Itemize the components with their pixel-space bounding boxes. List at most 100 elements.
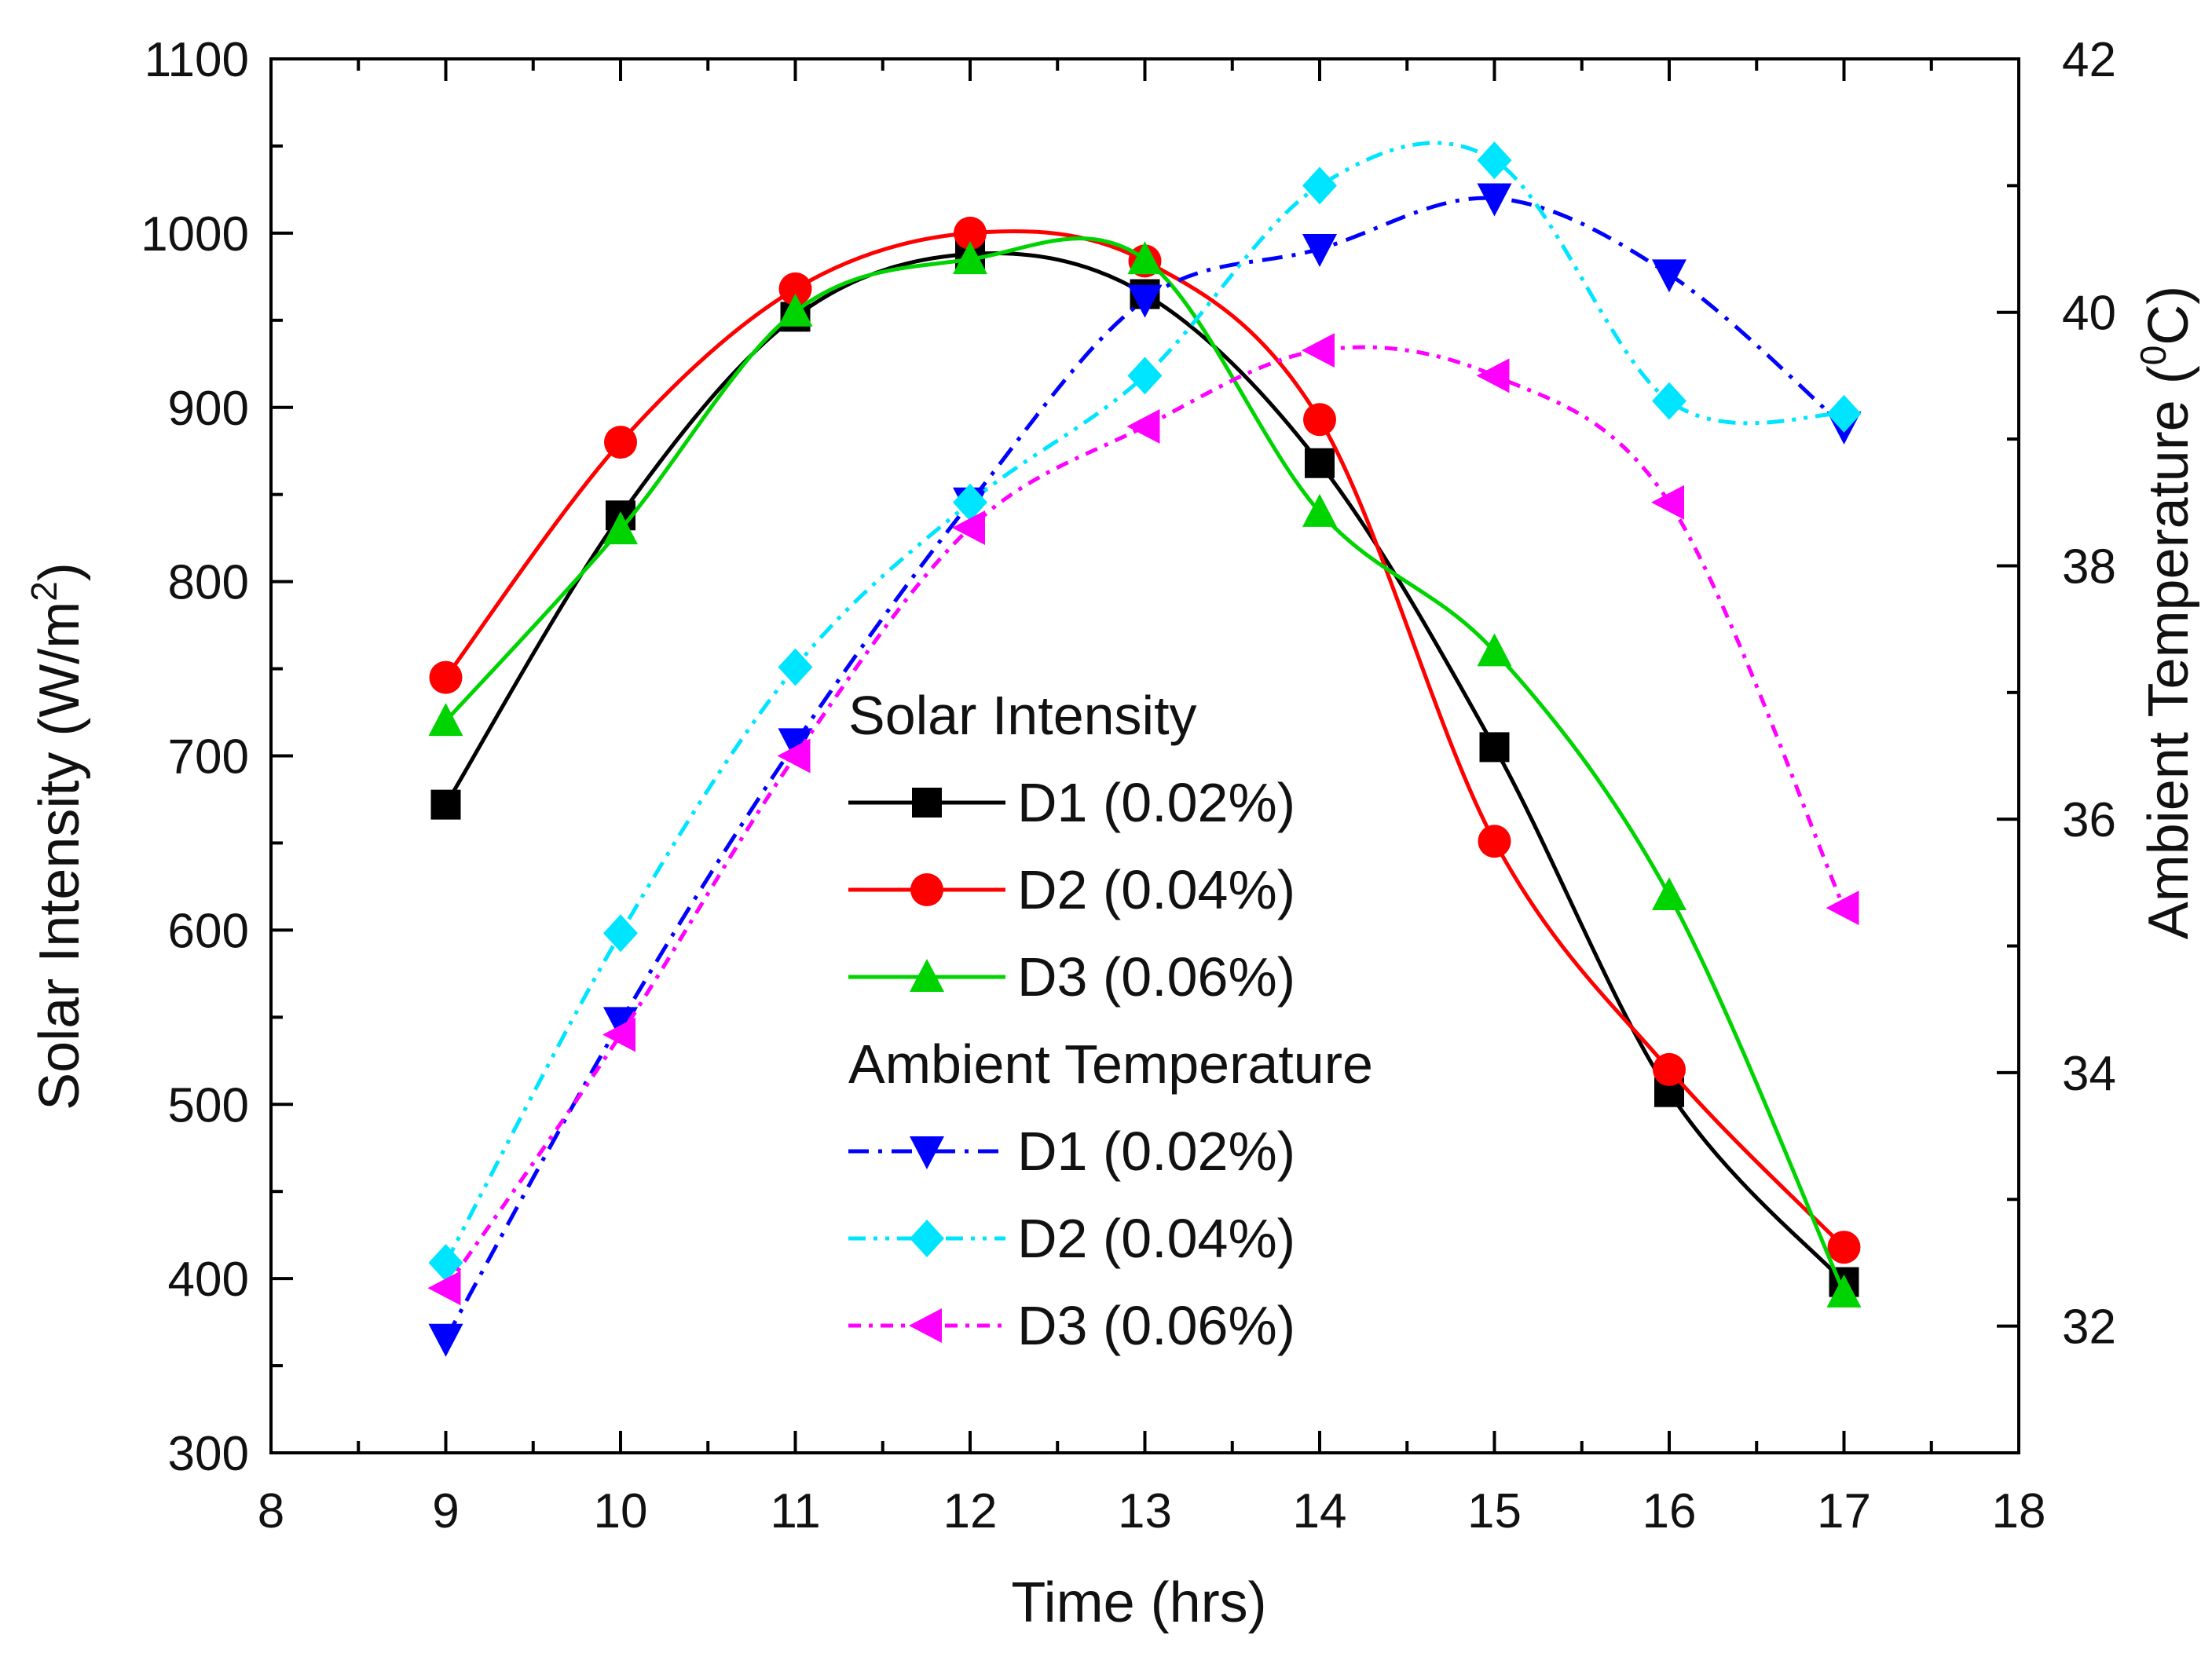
series-at-d2	[428, 141, 1862, 1282]
legend-entry-at-d1: D1 (0.02%)	[848, 1121, 1295, 1182]
y-axis-title-end: )	[28, 562, 91, 581]
data-point-at-d3-10	[602, 1017, 635, 1052]
data-point-si-d3-11	[778, 293, 813, 327]
data-point-at-d2-16	[1652, 382, 1686, 420]
data-point-si-d3-17	[1826, 1274, 1862, 1308]
data-point-si-d1-14	[1305, 448, 1335, 478]
data-point-at-d3-16	[1651, 485, 1684, 520]
data-point-si-d3-9	[428, 703, 463, 737]
legend-title-solar: Solar Intensity	[848, 685, 1197, 746]
y-tick-label: 900	[168, 382, 249, 436]
legend-marker-si-d3	[910, 959, 944, 992]
data-point-si-d3-15	[1477, 633, 1512, 667]
data-point-si-d2-17	[1827, 1231, 1861, 1264]
x-tick-label: 13	[1118, 1484, 1172, 1538]
legend-marker-at-d1	[910, 1136, 944, 1169]
x-tick-label: 16	[1643, 1484, 1697, 1538]
y-tick-label: 700	[168, 730, 249, 785]
data-point-si-d3-12	[953, 241, 987, 275]
legend-label-at-d1: D1 (0.02%)	[1017, 1121, 1295, 1182]
data-point-at-d2-9	[428, 1243, 463, 1282]
data-point-at-d3-12	[952, 510, 985, 546]
legend-label-si-d3: D3 (0.06%)	[1017, 946, 1295, 1008]
x-tick-label: 12	[943, 1484, 998, 1538]
data-point-si-d2-16	[1653, 1052, 1686, 1086]
y2-tick-label: 42	[2062, 33, 2116, 87]
series-line-si-d2	[444, 229, 1846, 1249]
data-point-at-d1-16	[1652, 259, 1686, 293]
y-tick-label: 400	[168, 1253, 249, 1307]
x-tick-label: 18	[1992, 1484, 2046, 1538]
data-point-at-d2-11	[778, 648, 813, 686]
data-point-at-d2-10	[603, 914, 638, 953]
legend-entry-si-d1: D1 (0.02%)	[848, 772, 1295, 833]
series-line-si-d3	[444, 236, 1846, 1293]
series-si-d3	[428, 236, 1862, 1308]
legend-title-ambient: Ambient Temperature	[848, 1033, 1373, 1095]
data-point-at-d3-17	[1826, 891, 1859, 926]
x-tick-label: 9	[432, 1484, 459, 1538]
legend-marker-si-d1	[912, 788, 942, 818]
data-point-at-d1-15	[1477, 183, 1512, 217]
y2-axis-title: Ambient Temperature (0C)	[2133, 286, 2200, 940]
y-axis-title: Solar Intensity (W/m2)	[24, 562, 91, 1110]
data-point-at-d2-15	[1477, 141, 1512, 180]
data-point-si-d1-9	[430, 789, 461, 820]
legend-entry-si-d3: D3 (0.06%)	[848, 946, 1295, 1008]
data-point-at-d1-9	[428, 1323, 463, 1357]
data-point-si-d2-14	[1303, 403, 1336, 437]
data-point-si-d3-16	[1652, 877, 1686, 910]
data-point-si-d2-10	[604, 426, 637, 459]
data-point-si-d2-12	[954, 216, 987, 250]
data-point-si-d3-14	[1302, 493, 1337, 527]
y-tick-label: 800	[168, 556, 249, 610]
y-tick-label: 1100	[145, 33, 249, 87]
series-layer	[427, 141, 1862, 1357]
data-point-at-d3-11	[777, 738, 811, 774]
series-at-d3	[427, 333, 1859, 1306]
data-point-at-d1-13	[1127, 284, 1163, 318]
x-tick-label: 14	[1293, 1484, 1347, 1538]
data-point-at-d1-14	[1302, 234, 1337, 268]
legend-marker-at-d2	[910, 1220, 944, 1257]
data-point-si-d3-13	[1127, 241, 1163, 275]
legend-entry-at-d2: D2 (0.04%)	[848, 1208, 1295, 1269]
data-point-at-d2-13	[1127, 357, 1163, 395]
legend-label-si-d2: D2 (0.04%)	[1017, 859, 1295, 920]
x-axis-title: Time (hrs)	[1011, 1571, 1266, 1634]
legend-label-at-d2: D2 (0.04%)	[1017, 1208, 1295, 1269]
axes-layer: 8 9 10 11 12 13 14 15 16 17 18 300 400 500 600 700 800 90…	[141, 33, 2116, 1538]
legend-label-si-d1: D1 (0.02%)	[1017, 772, 1295, 833]
data-point-si-d2-15	[1478, 825, 1511, 858]
y-axis-title-sup: 2	[24, 581, 64, 602]
data-point-at-d1-10	[603, 1007, 638, 1041]
series-line-at-d3	[444, 345, 1846, 1289]
data-point-at-d2-17	[1826, 394, 1862, 433]
data-point-at-d2-12	[953, 483, 987, 521]
series-line-at-d1	[444, 196, 1846, 1341]
x-tick-label: 10	[594, 1484, 648, 1538]
y2-axis-title-end: C)	[2137, 286, 2200, 346]
y2-tick-label: 40	[2062, 287, 2116, 341]
y-tick-label: 1000	[141, 207, 249, 262]
legend-entry-si-d2: D2 (0.04%)	[848, 859, 1295, 920]
data-point-at-d3-13	[1126, 408, 1160, 444]
series-line-si-d1	[444, 251, 1846, 1284]
y2-tick-label: 32	[2062, 1300, 2116, 1355]
x-tick-label: 17	[1817, 1484, 1871, 1538]
legend-marker-si-d2	[910, 873, 943, 906]
data-point-at-d3-15	[1476, 358, 1510, 393]
data-point-si-d1-15	[1479, 732, 1510, 763]
y-tick-label: 500	[168, 1078, 249, 1132]
y-axis-title-main: Solar Intensity (W/m	[28, 602, 91, 1110]
legend-marker-at-d3	[909, 1308, 942, 1343]
y2-tick-label: 34	[2062, 1047, 2116, 1101]
y-tick-label: 300	[168, 1427, 249, 1481]
y2-axis-title-sup: 0	[2133, 346, 2174, 366]
y2-axis-title-main: Ambient Temperature (	[2137, 365, 2200, 939]
data-point-at-d3-9	[427, 1271, 461, 1306]
x-tick-label: 8	[258, 1484, 284, 1538]
